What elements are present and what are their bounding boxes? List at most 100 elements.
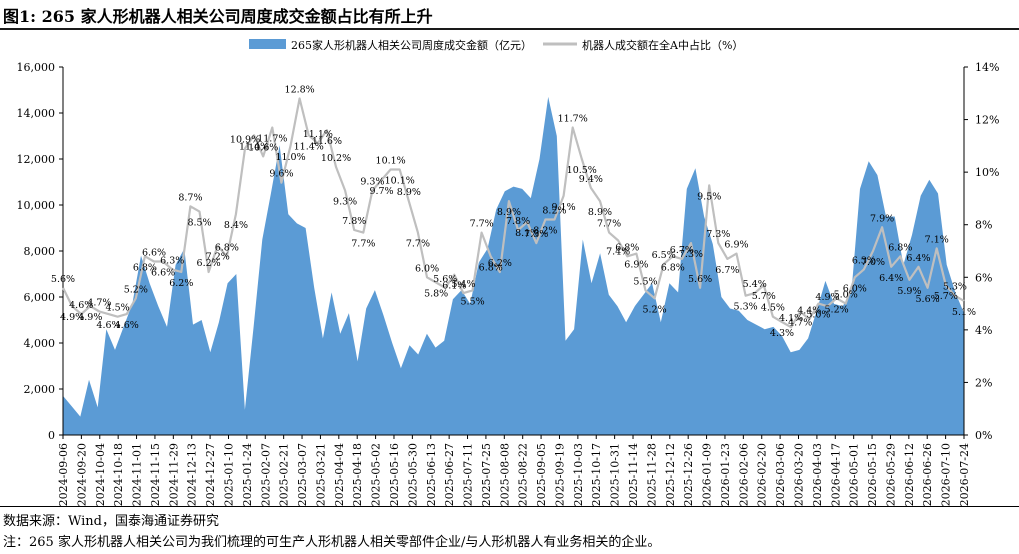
x-tick-label: 2025-10-31 xyxy=(609,443,622,506)
share-data-label: 10.6% xyxy=(248,142,278,153)
x-tick-label: 2026-03-20 xyxy=(793,443,806,506)
share-data-label: 4.5% xyxy=(106,303,130,314)
share-data-label: 10.1% xyxy=(376,156,406,167)
share-data-label: 5.1% xyxy=(952,307,976,318)
share-data-label: 7.7% xyxy=(351,239,375,250)
share-data-label: 9.1% xyxy=(551,202,575,213)
share-data-label: 8.4% xyxy=(224,220,248,231)
share-data-label: 6.2% xyxy=(488,258,512,269)
share-data-label: 10.9% xyxy=(230,134,260,145)
x-tick-label: 2026-07-24 xyxy=(958,443,971,506)
share-data-label: 8.9% xyxy=(397,187,421,198)
right-tick-label: 0% xyxy=(975,429,992,442)
right-tick-label: 14% xyxy=(975,61,999,74)
left-tick-label: 12,000 xyxy=(17,153,56,166)
right-tick-label: 2% xyxy=(975,376,992,389)
amount-area xyxy=(63,96,964,436)
x-tick-label: 2025-12-26 xyxy=(682,443,695,506)
share-data-label: 9.6% xyxy=(269,169,293,180)
x-tick-label: 2026-03-06 xyxy=(774,443,787,506)
plot-area: 0 2,000 4,000 6,000 8,000 10,000 12,000 14,000 1… xyxy=(17,61,1000,506)
x-tick-label: 2025-09-05 xyxy=(535,443,548,506)
left-tick-label: 6,000 xyxy=(24,291,56,304)
share-data-label: 9.7% xyxy=(369,186,393,197)
share-data-label: 11.4% xyxy=(294,141,324,152)
share-data-label: 4.7% xyxy=(87,297,111,308)
share-line xyxy=(62,97,965,329)
x-tick-label: 2024-12-27 xyxy=(204,443,217,506)
share-data-label: 11.7% xyxy=(257,133,287,144)
share-data-label: 4.9% xyxy=(60,312,84,323)
share-data-label: 10.5% xyxy=(567,165,597,176)
share-data-label: 11.0% xyxy=(275,152,305,163)
share-data-label: 7.7% xyxy=(470,219,494,230)
share-data-label: 4.5% xyxy=(761,303,785,314)
right-tick-label: 6% xyxy=(975,271,992,284)
share-data-label: 6.4% xyxy=(906,253,930,264)
right-tick-label: 10% xyxy=(975,166,999,179)
share-data-label: 9.3% xyxy=(360,177,384,188)
share-data-label: 6.3% xyxy=(852,255,876,266)
share-data-label: 6.9% xyxy=(724,240,748,251)
share-data-label: 6.2% xyxy=(169,278,193,289)
x-tick-label: 2024-10-04 xyxy=(94,443,107,506)
share-data-label: 4.4% xyxy=(797,305,821,316)
share-data-label: 6.0% xyxy=(843,283,867,294)
share-data-label: 5.6% xyxy=(433,274,457,285)
share-data-label: 8.7% xyxy=(178,192,202,203)
x-tick-label: 2024-09-06 xyxy=(57,443,70,506)
x-tick-label: 2024-11-01 xyxy=(131,443,144,506)
share-data-label: 10.2% xyxy=(321,153,351,164)
share-data-label: 7.7% xyxy=(597,219,621,230)
share-data-label: 4.1% xyxy=(779,313,803,324)
share-data-label: 5.3% xyxy=(734,302,758,313)
x-tick-label: 2025-11-14 xyxy=(627,443,640,506)
x-tick-label: 2025-08-22 xyxy=(517,443,530,506)
share-data-label: 5.5% xyxy=(633,276,657,287)
x-tick-label: 2025-07-11 xyxy=(462,443,475,506)
x-tick-label: 2025-05-16 xyxy=(388,443,401,506)
x-tick-label: 2025-01-10 xyxy=(222,443,235,506)
share-data-label: 11.1% xyxy=(303,129,333,140)
share-data-label: 5.0% xyxy=(834,290,858,301)
chart: 265家人形机器人相关公司周度成交金额（亿元） 机器人成交额在全A中占比（%） … xyxy=(17,38,1000,506)
footer-rule xyxy=(0,506,1019,507)
share-data-label: 6.8% xyxy=(479,262,503,273)
share-data-label: 4.6% xyxy=(69,300,93,311)
x-tick-label: 2026-04-03 xyxy=(811,443,824,506)
share-data-label: 5.2% xyxy=(642,304,666,315)
x-tick-label: 2026-01-23 xyxy=(719,443,732,506)
share-data-label: 7.8% xyxy=(342,216,366,227)
share-data-label: 6.9% xyxy=(624,260,648,271)
share-data-label: 11.4% xyxy=(239,141,269,152)
share-data-label: 4.9% xyxy=(815,292,839,303)
left-tick-label: 14,000 xyxy=(17,107,56,120)
share-data-label: 8.1% xyxy=(515,228,539,239)
share-data-label: 6.8% xyxy=(215,242,239,253)
share-data-label: 7.4% xyxy=(606,246,630,257)
share-data-label: 5.5% xyxy=(460,296,484,307)
x-tick-label: 2025-02-07 xyxy=(259,443,272,506)
x-tick-label: 2026-05-15 xyxy=(866,443,879,506)
right-tick-label: 4% xyxy=(975,324,992,337)
share-data-label: 6.8% xyxy=(615,242,639,253)
share-data-label: 5.4% xyxy=(743,279,767,290)
share-data-label: 6.7% xyxy=(715,265,739,276)
x-tick-label: 2025-03-07 xyxy=(296,443,309,506)
x-tick-label: 2025-02-21 xyxy=(278,443,291,506)
left-tick-label: 2,000 xyxy=(24,383,56,396)
share-data-label: 7.2% xyxy=(206,252,230,263)
x-tick-label: 2025-08-08 xyxy=(498,443,511,506)
share-data-label: 6.0% xyxy=(415,263,439,274)
share-data-label: 5.6% xyxy=(51,274,75,285)
share-data-label: 4.3% xyxy=(770,328,794,339)
x-tick-label: 2025-04-04 xyxy=(333,443,346,506)
share-data-label: 5.2% xyxy=(825,304,849,315)
share-data-label: 6.5% xyxy=(652,250,676,261)
x-tick-label: 2025-09-19 xyxy=(553,443,566,506)
share-data-label: 4.9% xyxy=(78,312,102,323)
right-tick-label: 8% xyxy=(975,219,992,232)
share-data-label: 7.3% xyxy=(524,229,548,240)
share-data-label: 5.4% xyxy=(451,279,475,290)
x-tick-label: 2025-07-25 xyxy=(480,443,493,506)
